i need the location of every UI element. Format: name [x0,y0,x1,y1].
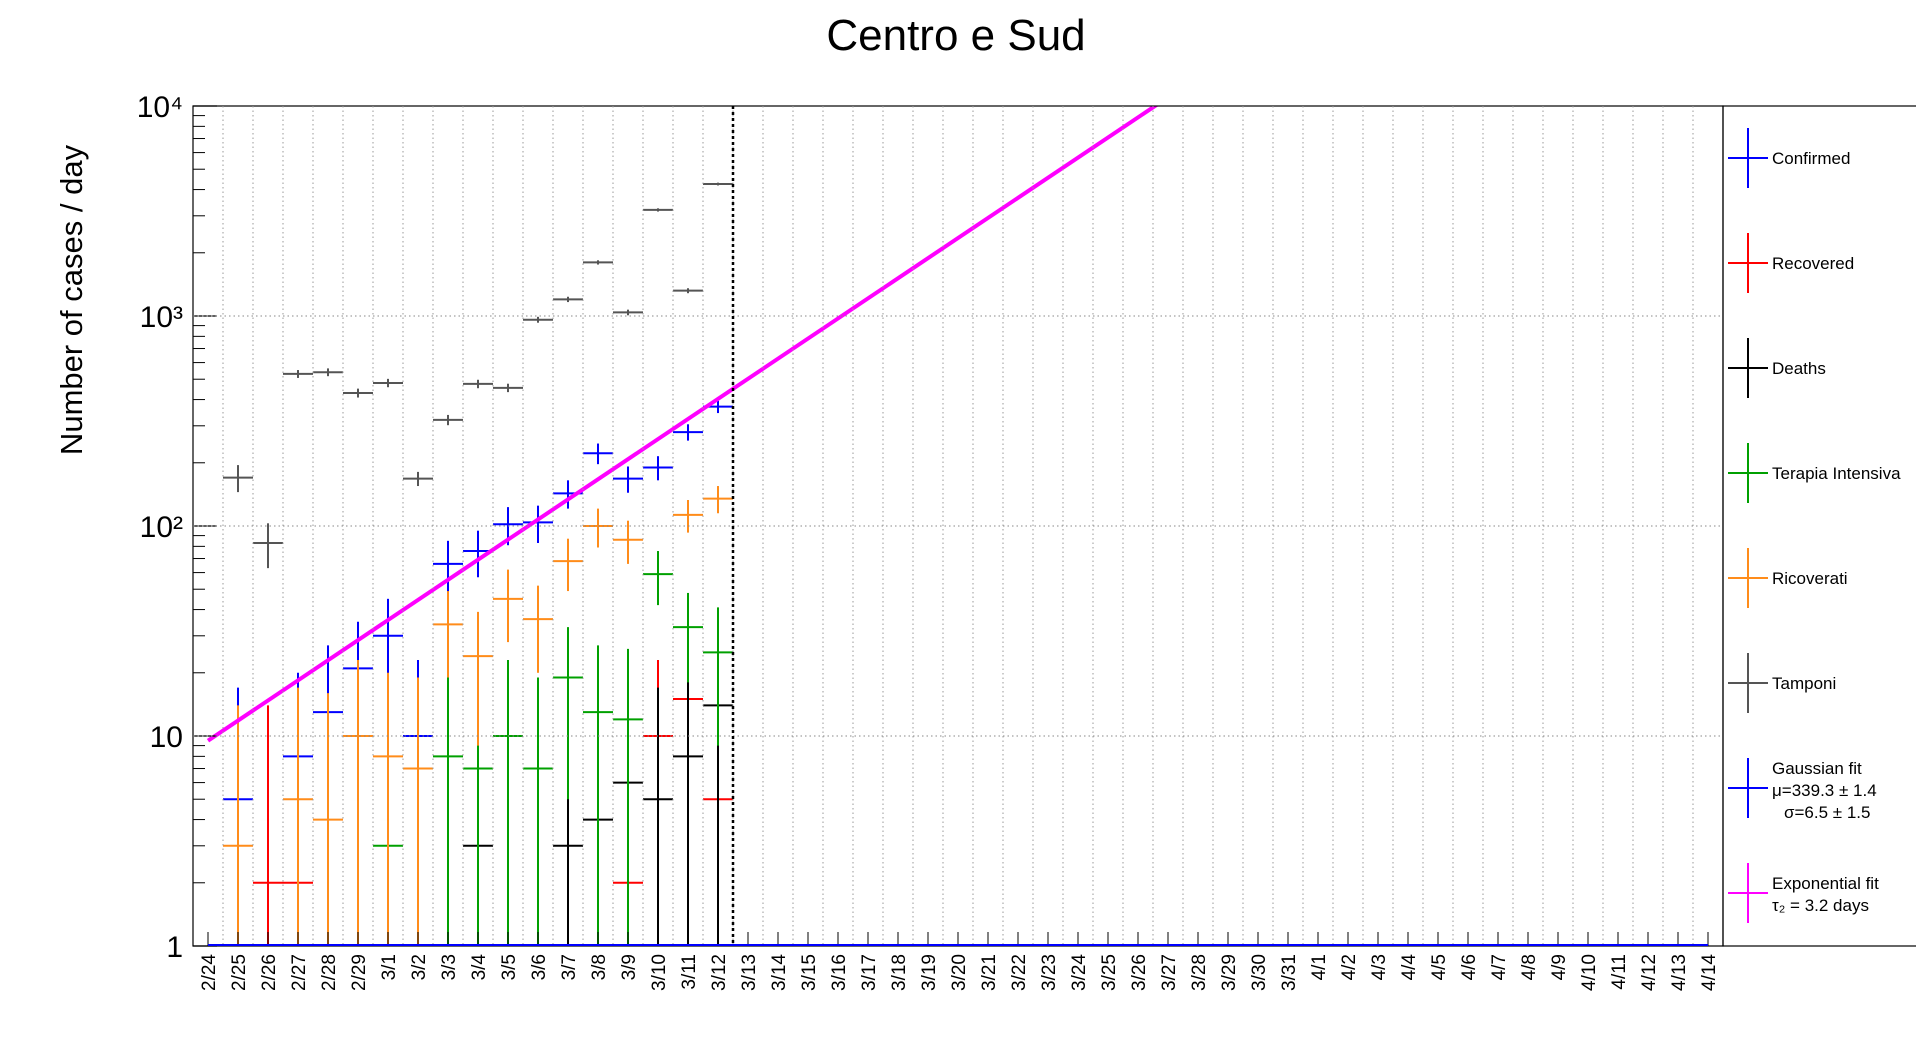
x-tick-label: 3/13 [739,954,760,991]
y-tick-label: 10⁴ [137,91,183,124]
x-tick-label: 4/7 [1489,954,1510,980]
y-tick-label: 10³ [140,301,183,334]
x-tick-label: 3/29 [1219,954,1240,991]
legend-label: Deaths [1772,359,1826,378]
x-tick-label: 4/14 [1699,954,1720,991]
legend-box [1722,105,1916,947]
x-tick-label: 3/20 [949,954,970,991]
legend-label: Ricoverati [1772,569,1848,588]
legend-label: Recovered [1772,254,1854,273]
x-tick-label: 2/26 [259,954,280,991]
plot-area [206,106,1159,946]
x-tick-label: 3/2 [409,954,430,980]
x-tick-label: 3/19 [919,954,940,991]
x-tick-label: 2/25 [229,954,250,991]
y-tick-label: 1 [166,931,183,964]
x-tick-label: 4/11 [1609,954,1630,990]
x-tick-label: 4/3 [1369,954,1390,980]
x-tick-label: 3/28 [1189,954,1210,991]
x-tick-label: 3/11 [679,954,700,990]
x-tick-label: 3/14 [769,954,790,991]
x-tick-label: 3/5 [499,954,520,980]
x-tick-label: 4/4 [1399,954,1420,981]
x-tick-label: 3/26 [1129,954,1150,991]
x-tick-label: 2/29 [349,954,370,991]
x-tick-label: 2/28 [319,954,340,991]
x-tick-label: 4/6 [1459,954,1480,980]
legend-label: Confirmed [1772,149,1850,168]
x-tick-label: 3/15 [799,954,820,991]
x-tick-label: 3/31 [1279,954,1300,991]
x-tick-label: 3/7 [559,954,580,980]
x-tick-label: 3/4 [469,954,490,981]
legend-label: Tamponi [1772,674,1836,693]
legend-label: Exponential fit [1772,874,1879,893]
x-tick-label: 3/22 [1009,954,1030,991]
x-tick-label: 3/21 [979,954,1000,991]
y-tick-label: 10² [140,511,183,544]
x-tick-label: 2/27 [289,954,310,991]
legend-detail: σ=6.5 ± 1.5 [1784,803,1870,822]
fit-line [206,106,1159,743]
x-tick-label: 3/9 [619,954,640,980]
legend-label: Terapia Intensiva [1772,464,1901,483]
x-tick-label: 4/12 [1639,954,1660,991]
x-tick-label: 3/1 [379,954,400,980]
x-tick-label: 4/13 [1669,954,1690,991]
x-tick-label: 3/16 [829,954,850,991]
legend-label: Gaussian fit [1772,759,1862,778]
x-tick-label: 2/24 [199,954,220,991]
legend-detail: τ₂ = 3.2 days [1772,896,1869,915]
x-tick-label: 3/27 [1159,954,1180,991]
x-tick-label: 4/8 [1519,954,1540,980]
x-tick-label: 4/1 [1309,954,1330,980]
x-tick-label: 3/6 [529,954,550,980]
x-tick-label: 3/30 [1249,954,1270,991]
legend-detail: μ=339.3 ± 1.4 [1772,781,1877,800]
chart-title: Centro e Sud [826,11,1085,60]
x-tick-label: 3/18 [889,954,910,991]
x-tick-label: 3/23 [1039,954,1060,991]
x-tick-label: 4/2 [1339,954,1360,980]
x-tick-label: 4/10 [1579,954,1600,991]
x-tick-label: 3/12 [709,954,730,991]
x-tick-label: 3/10 [649,954,670,991]
x-tick-label: 4/5 [1429,954,1450,980]
x-tick-label: 3/3 [439,954,460,980]
x-tick-label: 3/25 [1099,954,1120,991]
y-tick-label: 10 [150,721,183,754]
x-tick-label: 4/9 [1549,954,1570,980]
y-axis-label: Number of cases / day [54,144,89,455]
x-tick-label: 3/17 [859,954,880,991]
x-tick-label: 3/24 [1069,954,1090,991]
x-tick-label: 3/8 [589,954,610,980]
